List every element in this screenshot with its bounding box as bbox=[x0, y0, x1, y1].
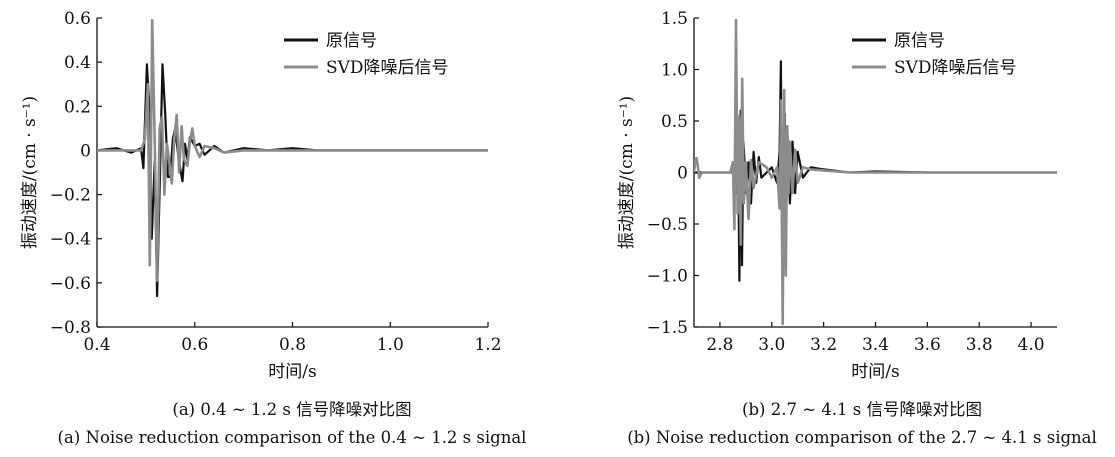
series-line-svd-denoised bbox=[694, 18, 1057, 326]
legend-label: 原信号 bbox=[894, 31, 945, 51]
y-axis-label: 振动速度/(cm · s⁻¹) bbox=[617, 96, 637, 249]
series-line-svd-denoised bbox=[97, 18, 488, 282]
y-tick-label: −0.4 bbox=[50, 230, 91, 250]
x-tick-label: 1.2 bbox=[474, 335, 501, 355]
y-tick-label: −1.5 bbox=[647, 318, 688, 338]
y-tick-label: 0.2 bbox=[64, 97, 91, 117]
legend-label: SVD降噪后信号 bbox=[326, 58, 449, 78]
x-axis-label: 时间/s bbox=[268, 362, 316, 382]
y-tick-label: −1.0 bbox=[647, 267, 688, 287]
caption-en-b: (b) Noise reduction comparison of the 2.… bbox=[627, 428, 1097, 447]
chart-panel-a: 0.60.40.20−0.2−0.4−0.6−0.80.4 0.6 0.8 1.0 1.… bbox=[20, 9, 502, 382]
x-tick-label: 3.4 bbox=[862, 335, 889, 355]
y-tick-label: −0.8 bbox=[50, 318, 91, 338]
x-axis-label: 时间/s bbox=[851, 362, 899, 382]
x-tick-label: 3.0 bbox=[758, 335, 785, 355]
y-tick-label: 0 bbox=[80, 141, 91, 161]
y-tick-label: 0.4 bbox=[64, 53, 91, 73]
legend-label: SVD降噪后信号 bbox=[894, 58, 1017, 78]
x-tick-label: 0.6 bbox=[181, 335, 208, 355]
caption-en-a: (a) Noise reduction comparison of the 0.… bbox=[58, 428, 527, 447]
y-tick-label: 0.5 bbox=[661, 112, 688, 132]
y-tick-label: 1.5 bbox=[661, 9, 688, 29]
x-tick-label: 2.8 bbox=[706, 335, 733, 355]
caption-cn-b: (b) 2.7 ~ 4.1 s 信号降噪对比图 bbox=[742, 400, 982, 419]
x-tick-label: 0.8 bbox=[279, 335, 306, 355]
x-tick-label: 4.0 bbox=[1018, 335, 1045, 355]
y-tick-label: 1.0 bbox=[661, 61, 688, 81]
chart-panel-b: 1.5 1.0 0.5 0 −0.5 −1.0 −1.5 2.8 3.0 3.2 3.4 3.6 3.8… bbox=[617, 9, 1057, 382]
caption-cn-a: (a) 0.4 ~ 1.2 s 信号降噪对比图 bbox=[172, 400, 411, 419]
x-tick-label: 1.0 bbox=[377, 335, 404, 355]
y-tick-label: −0.5 bbox=[647, 215, 688, 235]
y-tick-label: 0.6 bbox=[64, 9, 91, 29]
y-tick-label: −0.2 bbox=[50, 186, 91, 206]
x-tick-label: 3.8 bbox=[966, 335, 993, 355]
series-line-original bbox=[694, 60, 1057, 282]
x-tick-label: 0.4 bbox=[83, 335, 110, 355]
legend-label: 原信号 bbox=[326, 31, 377, 51]
y-axis-label: 振动速度/(cm · s⁻¹) bbox=[20, 96, 40, 249]
x-tick-label: 3.2 bbox=[810, 335, 837, 355]
y-tick-label: −0.6 bbox=[50, 274, 91, 294]
y-tick-label: 0 bbox=[677, 164, 688, 184]
x-tick-label: 3.6 bbox=[914, 335, 941, 355]
